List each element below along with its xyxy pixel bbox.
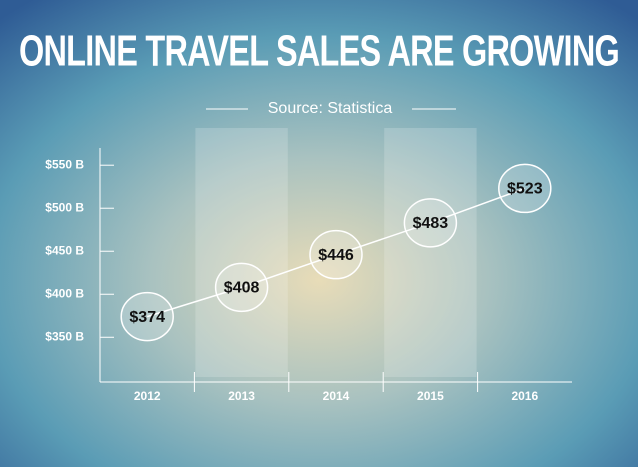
value-label: $523 (507, 181, 543, 198)
band (384, 128, 477, 377)
band (195, 128, 288, 377)
chart-subtitle: Source: Statistica (268, 100, 393, 117)
x-tick-label: 2012 (134, 389, 161, 403)
x-tick-label: 2013 (228, 389, 255, 403)
marker (309, 229, 363, 280)
y-tick-label: $450 B (45, 243, 84, 257)
y-tick-label: $550 B (45, 157, 84, 171)
marker (214, 262, 269, 313)
value-label: $483 (413, 215, 449, 232)
marker (498, 163, 552, 214)
line (146, 187, 526, 318)
marker (403, 198, 458, 248)
y-tick-label: $400 B (45, 286, 84, 300)
y-tick-label: $500 B (45, 200, 84, 214)
value-label: $408 (224, 280, 260, 297)
y-tick-label: $350 B (45, 329, 84, 343)
value-label: $374 (129, 309, 165, 326)
x-tick-label: 2014 (323, 389, 350, 403)
chart-title: ONLINE TRAVEL SALES ARE GROWING (19, 27, 619, 76)
x-tick-label: 2015 (417, 389, 444, 403)
value-label: $446 (318, 247, 354, 264)
marker (120, 291, 174, 342)
x-tick-label: 2016 (511, 389, 538, 403)
